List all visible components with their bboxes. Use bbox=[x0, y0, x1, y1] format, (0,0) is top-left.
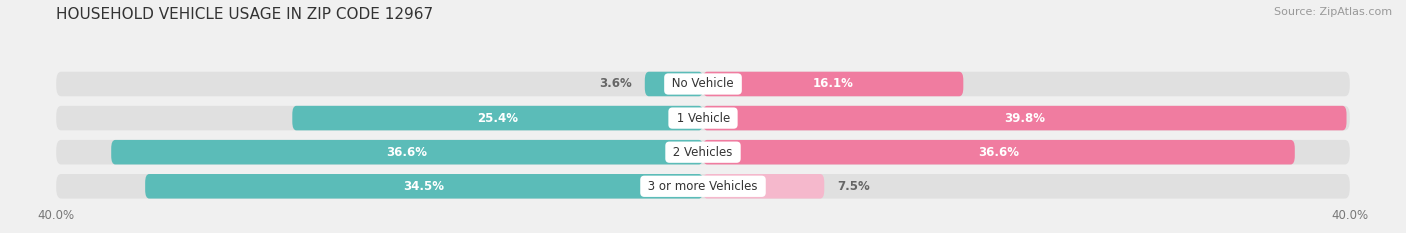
Text: 25.4%: 25.4% bbox=[477, 112, 519, 125]
Text: No Vehicle: No Vehicle bbox=[668, 78, 738, 90]
Text: 3 or more Vehicles: 3 or more Vehicles bbox=[644, 180, 762, 193]
Text: 2 Vehicles: 2 Vehicles bbox=[669, 146, 737, 159]
FancyBboxPatch shape bbox=[56, 72, 1350, 96]
FancyBboxPatch shape bbox=[292, 106, 703, 130]
FancyBboxPatch shape bbox=[703, 174, 824, 199]
Text: 34.5%: 34.5% bbox=[404, 180, 444, 193]
FancyBboxPatch shape bbox=[703, 140, 1295, 164]
Text: Source: ZipAtlas.com: Source: ZipAtlas.com bbox=[1274, 7, 1392, 17]
FancyBboxPatch shape bbox=[703, 106, 1347, 130]
Text: 1 Vehicle: 1 Vehicle bbox=[672, 112, 734, 125]
Text: 36.6%: 36.6% bbox=[979, 146, 1019, 159]
FancyBboxPatch shape bbox=[703, 72, 963, 96]
FancyBboxPatch shape bbox=[56, 174, 1350, 199]
FancyBboxPatch shape bbox=[145, 174, 703, 199]
Text: 36.6%: 36.6% bbox=[387, 146, 427, 159]
Text: 39.8%: 39.8% bbox=[1004, 112, 1045, 125]
FancyBboxPatch shape bbox=[111, 140, 703, 164]
FancyBboxPatch shape bbox=[56, 106, 1350, 130]
Text: 7.5%: 7.5% bbox=[837, 180, 870, 193]
Text: HOUSEHOLD VEHICLE USAGE IN ZIP CODE 12967: HOUSEHOLD VEHICLE USAGE IN ZIP CODE 1296… bbox=[56, 7, 433, 22]
FancyBboxPatch shape bbox=[56, 140, 1350, 164]
FancyBboxPatch shape bbox=[645, 72, 703, 96]
Text: 3.6%: 3.6% bbox=[599, 78, 631, 90]
Text: 16.1%: 16.1% bbox=[813, 78, 853, 90]
